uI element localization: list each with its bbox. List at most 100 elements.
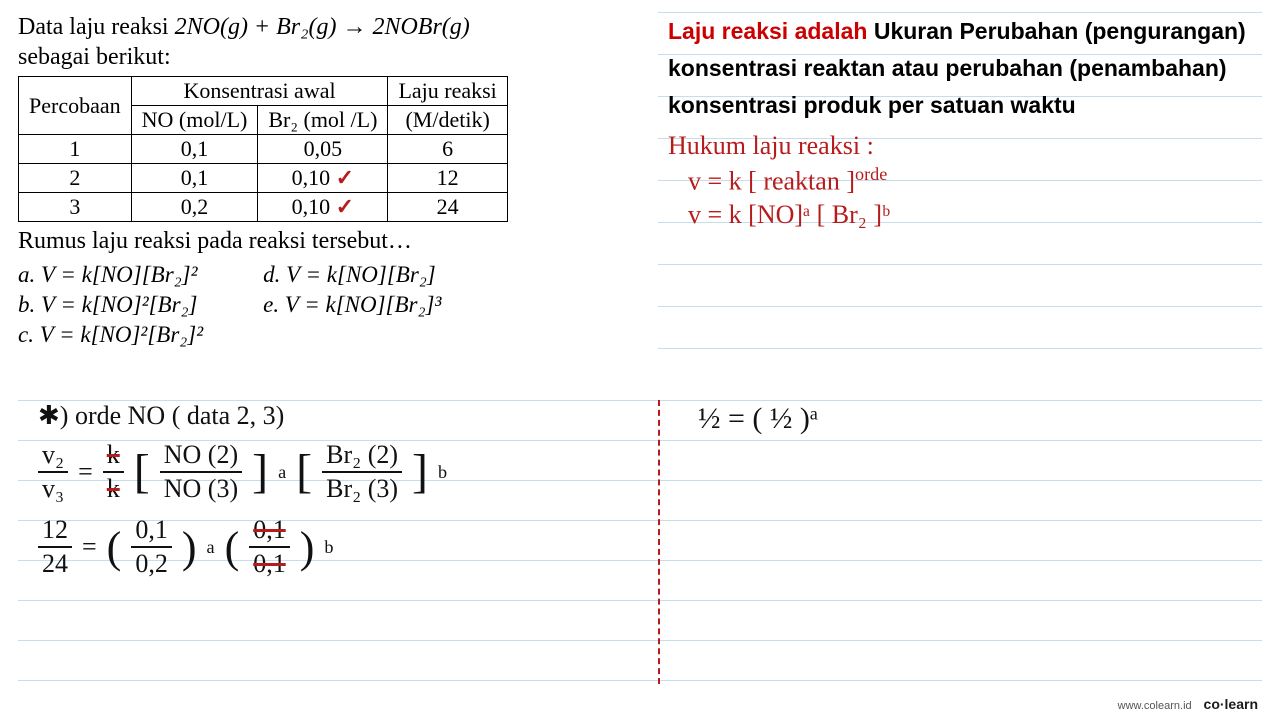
table-header-row1: Percobaan Konsentrasi awal Laju reaksi — [19, 77, 508, 106]
bracket-open2: [ — [296, 442, 312, 502]
cell-br2: 0,10 ✓ — [258, 193, 388, 222]
hand-law-eq1: v = k [ reaktan ]orde — [668, 163, 1262, 198]
th-no: NO (mol/L) — [131, 106, 258, 135]
footer: www.colearn.id co·learn — [1118, 696, 1258, 712]
cell-no: 0,2 — [131, 193, 258, 222]
cell-br2-val: 0,05 — [304, 136, 343, 161]
table-row: 2 0,1 0,10 ✓ 12 — [19, 164, 508, 193]
options-col1: a. V = k[NO][Br₂]² b. V = k[NO]²[Br₂] c.… — [18, 262, 203, 352]
frac-r2-cross: 0,1 0,1 — [249, 514, 290, 581]
answer-options: a. V = k[NO][Br₂]² b. V = k[NO]²[Br₂] c.… — [18, 262, 658, 352]
equals: = — [78, 456, 93, 489]
cell-br2-val: 0,10 — [292, 194, 331, 219]
d24: 24 — [38, 548, 72, 581]
options-col2: d. V = k[NO][Br₂] e. V = k[NO][Br₂]³ — [263, 262, 441, 352]
v2: v₂ — [38, 439, 68, 474]
work-eq2: 12 24 = ( 0,1 0,2 ) a ( 0,1 0,1 ) b — [38, 514, 638, 581]
no2: NO (2) — [160, 439, 242, 474]
vertical-red-dash — [658, 400, 660, 684]
cell-laju: 24 — [388, 193, 507, 222]
paren-open: ( — [107, 520, 122, 575]
cell-br2-val: 0,10 — [292, 165, 331, 190]
th-laju-unit: (M/detik) — [388, 106, 507, 135]
paren-open2: ( — [225, 520, 240, 575]
br23: Br₂ (3) — [322, 473, 402, 506]
paren-close-a: ) — [182, 520, 197, 575]
frac-v: v₂ v₃ — [38, 439, 68, 506]
explain-line2: konsentrasi reaktan atau perubahan (pena… — [668, 55, 1262, 82]
r1n: 0,1 — [131, 514, 172, 549]
k-bot: k — [103, 473, 124, 506]
problem-line2: sebagai berikut: — [18, 42, 658, 72]
work-left: ✱) orde NO ( data 2, 3) v₂ v₃ = k k [ NO… — [38, 400, 638, 581]
data-table: Percobaan Konsentrasi awal Laju reaksi N… — [18, 76, 508, 222]
option-a: a. V = k[NO][Br₂]² — [18, 262, 203, 288]
cell-br2: 0,05 — [258, 135, 388, 164]
option-e: e. V = k[NO][Br₂]³ — [263, 292, 441, 318]
th-br2: Br₂ (mol /L) — [258, 106, 388, 135]
table-row: 1 0,1 0,05 6 — [19, 135, 508, 164]
exp-a: a — [278, 461, 286, 484]
explain-red-text: Laju reaksi adalah — [668, 18, 874, 44]
table-row: 3 0,2 0,10 ✓ 24 — [19, 193, 508, 222]
exp-a2: a — [206, 536, 214, 559]
n12: 12 — [38, 514, 72, 549]
explain-line3: konsentrasi produk per satuan waktu — [668, 92, 1262, 119]
top-row: Data laju reaksi 2NO(g) + Br₂(g) → 2NOBr… — [18, 12, 1262, 352]
hand-law-title: Hukum laju reaksi : — [668, 129, 1262, 163]
exp-b: b — [438, 461, 447, 484]
th-konsentrasi: Konsentrasi awal — [131, 77, 388, 106]
cell-n: 3 — [19, 193, 132, 222]
option-d: d. V = k[NO][Br₂] — [263, 262, 441, 288]
problem-prefix: Data laju reaksi — [18, 14, 175, 40]
cell-no: 0,1 — [131, 135, 258, 164]
frac-1224: 12 24 — [38, 514, 72, 581]
frac-no: NO (2) NO (3) — [160, 439, 242, 506]
k-top: k — [103, 439, 124, 474]
th-percobaan: Percobaan — [19, 77, 132, 135]
result-eq: ½ = ( ½ )ᵃ — [698, 400, 1098, 438]
paren-close-b: ) — [300, 520, 315, 575]
r2n: 0,1 — [249, 514, 290, 549]
frac-k-cross: k k — [103, 439, 124, 506]
footer-brand: co·learn — [1204, 696, 1258, 712]
hand-eq1-main: v = k [ reaktan ] — [688, 166, 855, 195]
cell-n: 1 — [19, 135, 132, 164]
page-root: Data laju reaksi 2NO(g) + Br₂(g) → 2NOBr… — [0, 0, 1280, 720]
v3: v₃ — [38, 473, 68, 506]
th-laju: Laju reaksi — [388, 77, 507, 106]
frac-r1: 0,1 0,2 — [131, 514, 172, 581]
cell-no: 0,1 — [131, 164, 258, 193]
cell-laju: 6 — [388, 135, 507, 164]
tick-icon: ✓ — [336, 165, 354, 190]
br22: Br₂ (2) — [322, 439, 402, 474]
cell-n: 2 — [19, 164, 132, 193]
work-title: ✱) orde NO ( data 2, 3) — [38, 400, 638, 433]
explanation-column: Laju reaksi adalah Ukuran Perubahan (pen… — [658, 12, 1262, 352]
hand-eq1-sup: orde — [855, 164, 887, 184]
option-c: c. V = k[NO]²[Br₂]² — [18, 322, 203, 348]
cell-br2: 0,10 ✓ — [258, 164, 388, 193]
work-area: ✱) orde NO ( data 2, 3) v₂ v₃ = k k [ NO… — [18, 400, 1262, 684]
tick-icon: ✓ — [336, 194, 354, 219]
explain-line1: Laju reaksi adalah Ukuran Perubahan (pen… — [668, 18, 1262, 45]
r1d: 0,2 — [131, 548, 172, 581]
bracket-close-b: ] — [412, 442, 428, 502]
no3: NO (3) — [160, 473, 242, 506]
option-b: b. V = k[NO]²[Br₂] — [18, 292, 203, 318]
bracket-open: [ — [134, 442, 150, 502]
work-eq1: v₂ v₃ = k k [ NO (2) NO (3) ] a [ Br₂ (2)… — [38, 439, 638, 506]
r2d: 0,1 — [249, 548, 290, 581]
rumus-prompt: Rumus laju reaksi pada reaksi tersebut… — [18, 226, 658, 256]
reaction-equation: 2NO(g) + Br₂(g) → 2NOBr(g) — [175, 14, 470, 40]
footer-url: www.colearn.id — [1118, 700, 1192, 712]
work-right: ½ = ( ½ )ᵃ — [698, 400, 1098, 438]
exp-b2: b — [324, 536, 333, 559]
explain-black-text: Ukuran Perubahan (pengurangan) — [874, 18, 1246, 44]
problem-line1: Data laju reaksi 2NO(g) + Br₂(g) → 2NOBr… — [18, 12, 658, 42]
bracket-close-a: ] — [252, 442, 268, 502]
hand-law-eq2: v = k [NO]ᵃ [ Br₂ ]ᵇ — [668, 198, 1262, 232]
equals2: = — [82, 531, 97, 564]
cell-laju: 12 — [388, 164, 507, 193]
problem-column: Data laju reaksi 2NO(g) + Br₂(g) → 2NOBr… — [18, 12, 658, 352]
